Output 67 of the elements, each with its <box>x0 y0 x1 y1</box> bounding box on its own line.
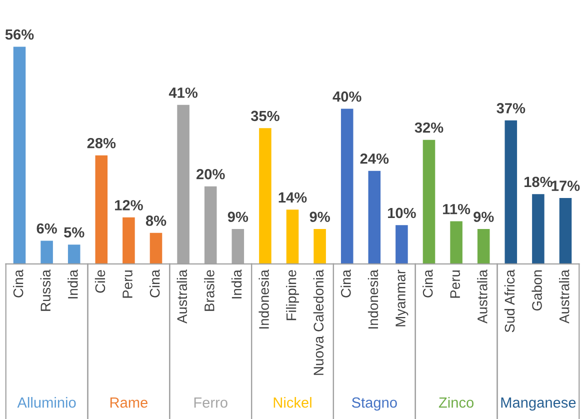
x-tick-label: India <box>68 270 78 298</box>
bar <box>95 155 108 264</box>
bar <box>13 46 26 264</box>
x-tick-label: Russia <box>40 270 51 311</box>
data-label: 9% <box>474 212 494 222</box>
data-label: 20% <box>196 169 225 180</box>
text: Ferro <box>194 398 228 408</box>
data-label: 12% <box>115 200 143 210</box>
data-label: 56% <box>5 29 34 40</box>
x-tick-label: Cina <box>340 270 351 298</box>
bar <box>286 210 299 264</box>
text: Manganese <box>501 398 576 411</box>
data-label: 24% <box>360 153 389 164</box>
data-label: 9% <box>228 212 248 222</box>
bar <box>40 240 53 264</box>
data-label: 6% <box>36 223 57 234</box>
bar <box>150 232 162 264</box>
bar <box>368 170 381 264</box>
x-tick-label: Cile <box>94 270 106 293</box>
x-tick-label: Myanmar <box>396 270 408 326</box>
x-tick-label: India <box>231 270 242 298</box>
data-label: 41% <box>168 88 198 98</box>
bar <box>422 140 436 264</box>
x-tick-label: Indonesia <box>368 270 378 328</box>
bar <box>559 198 572 264</box>
bar <box>68 244 80 264</box>
data-label: 5% <box>64 227 84 238</box>
data-label: 8% <box>146 216 166 226</box>
data-label: 32% <box>414 122 444 133</box>
text: Stagno <box>352 397 397 411</box>
bar <box>396 225 408 264</box>
data-label: 11% <box>443 204 470 214</box>
x-tick-label: Filippine <box>286 270 299 320</box>
data-label: 37% <box>496 103 526 114</box>
x-tick-label: Gabon <box>532 270 542 311</box>
x-tick-label: Australia <box>176 270 188 324</box>
data-label: 28% <box>87 138 116 148</box>
x-tick-label: Cina <box>150 270 160 298</box>
bar <box>532 194 544 264</box>
data-label: 10% <box>388 208 416 218</box>
data-label: 14% <box>278 192 307 203</box>
bar <box>450 221 462 264</box>
x-tick-label: Peru <box>450 270 460 298</box>
data-label: 40% <box>332 91 362 102</box>
x-tick-label: Cina <box>422 270 433 298</box>
data-label: 9% <box>310 212 330 222</box>
text: Zinco <box>438 397 474 408</box>
x-tick-label: Indonesia <box>258 270 269 328</box>
x-tick-label: Cina <box>13 270 24 298</box>
bar <box>340 108 354 264</box>
x-tick-label: Brasile <box>204 270 214 311</box>
bar <box>314 229 326 264</box>
text: Rame <box>110 398 148 408</box>
bar <box>504 120 518 264</box>
text: Nickel <box>274 397 312 408</box>
text: Alluminio <box>17 397 76 408</box>
x-tick-label: Nuova Caledonia <box>313 270 324 375</box>
data-label: 18% <box>524 176 552 188</box>
bar <box>477 229 490 264</box>
x-tick-label: Australia <box>477 270 488 324</box>
data-label: 17% <box>552 180 580 191</box>
bar <box>122 217 135 264</box>
x-tick-label: Australia <box>559 270 570 324</box>
bar <box>259 128 272 264</box>
x-tick-label: Peru <box>122 270 132 298</box>
data-label: 35% <box>250 110 280 122</box>
x-tick-label: Sud Africa <box>504 270 515 332</box>
